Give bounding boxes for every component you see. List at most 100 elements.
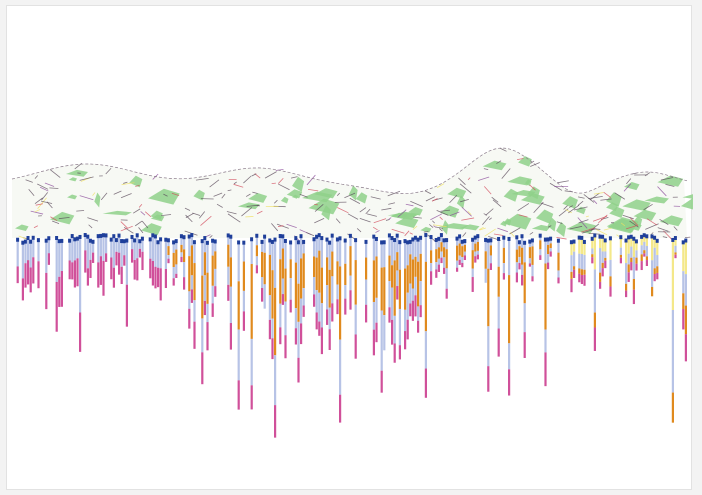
- borehole-layer-clay: [414, 238, 417, 257]
- borehole-layer-clay: [344, 241, 347, 264]
- terrain-line: [622, 214, 634, 220]
- terrain-line: [195, 177, 209, 181]
- borehole-layer-sand: [271, 270, 274, 319]
- borehole-layer-gravel: [619, 238, 622, 248]
- borehole-layer-clay: [497, 296, 500, 329]
- borehole-layer-clay: [24, 242, 27, 264]
- borehole-layer-clay: [508, 239, 511, 276]
- borehole-top-marker: [348, 233, 352, 238]
- borehole-layer-bedrock: [331, 303, 334, 322]
- terrain-line: [46, 201, 53, 209]
- borehole-layer-bedrock: [201, 352, 204, 385]
- borehole-top-marker: [590, 236, 594, 241]
- borehole-layer-clay: [411, 240, 414, 260]
- terrain-line: [277, 225, 284, 227]
- borehole-layer-clay: [419, 281, 422, 306]
- borehole-top-marker: [434, 237, 438, 242]
- terrain-line: [458, 177, 466, 186]
- borehole-layer-sand: [523, 262, 526, 304]
- borehole-layer-clay: [474, 238, 477, 244]
- borehole-top-marker: [653, 235, 657, 240]
- terrain-line: [278, 183, 290, 191]
- terrain-line: [433, 225, 437, 228]
- borehole-top-marker: [205, 240, 209, 245]
- borehole-layer-bedrock: [16, 266, 19, 284]
- borehole-layer-clay: [284, 241, 287, 269]
- borehole-top-marker: [260, 239, 264, 244]
- borehole-layer-clay: [437, 239, 440, 248]
- borehole-layer-sand: [175, 249, 178, 265]
- terrain-surface: [11, 147, 693, 246]
- borehole-top-marker: [133, 238, 137, 243]
- borehole-layer-clay: [487, 326, 490, 367]
- borehole-layer-sand: [609, 276, 612, 287]
- borehole-layer-clay: [92, 242, 95, 253]
- borehole-layer-clay: [313, 240, 316, 257]
- borehole-layer-bedrock: [544, 352, 547, 387]
- terrain-line: [391, 228, 405, 234]
- borehole-layer-sand: [463, 244, 466, 252]
- terrain-line: [518, 214, 528, 218]
- borehole-layer-clay: [531, 264, 534, 277]
- borehole-top-marker: [211, 238, 215, 243]
- vegetation-patch: [682, 194, 693, 199]
- terrain-line: [557, 180, 569, 184]
- terrain-line: [344, 192, 356, 199]
- borehole-layer-sand: [547, 244, 550, 255]
- borehole-top-marker: [424, 233, 428, 238]
- terrain-line: [449, 211, 460, 216]
- borehole-layer-bedrock: [261, 288, 264, 302]
- borehole-layer-clay: [268, 241, 271, 255]
- borehole-top-marker: [335, 237, 339, 242]
- terrain-line: [568, 205, 573, 208]
- borehole-layer-bedrock: [583, 274, 586, 286]
- borehole-layer-bedrock: [336, 299, 339, 315]
- terrain-line: [123, 227, 134, 234]
- borehole-layer-clay: [115, 241, 118, 252]
- borehole-layer-clay: [242, 243, 245, 262]
- borehole-top-marker: [190, 233, 194, 238]
- borehole-layer-bedrock: [131, 249, 134, 263]
- terrain-line: [594, 228, 601, 230]
- borehole-layer-bedrock: [86, 268, 89, 286]
- borehole-top-marker: [634, 239, 638, 244]
- terrain-line: [483, 213, 488, 216]
- borehole-layer-sand: [487, 268, 490, 327]
- borehole-layer-clay: [547, 240, 550, 245]
- terrain-line: [467, 210, 472, 215]
- borehole-layer-bedrock: [474, 256, 477, 263]
- borehole-top-marker: [484, 237, 488, 242]
- borehole-top-marker: [395, 233, 399, 238]
- terrain-line: [372, 226, 378, 231]
- terrain-line: [37, 183, 49, 190]
- borehole-layer-bedrock: [521, 274, 524, 286]
- borehole-layer-clay: [396, 270, 399, 287]
- borehole-layer-bedrock: [528, 263, 531, 267]
- borehole-layer-clay: [79, 237, 82, 313]
- borehole-layer-sand: [339, 266, 342, 340]
- borehole-top-marker: [681, 240, 685, 245]
- borehole-top-marker: [29, 239, 33, 244]
- borehole-top-marker: [582, 239, 586, 244]
- borehole-top-marker: [684, 238, 688, 243]
- terrain-line: [49, 187, 59, 189]
- borehole-layer-bedrock: [549, 251, 552, 257]
- borehole-layer-clay: [138, 242, 141, 249]
- borehole-layer-sand: [656, 266, 659, 273]
- terrain-line: [461, 217, 475, 221]
- terrain-line: [199, 211, 206, 219]
- terrain-line: [205, 234, 211, 238]
- borehole-top-marker: [237, 240, 241, 245]
- borehole-layer-clay: [76, 239, 79, 259]
- borehole-layer-bedrock: [547, 262, 550, 270]
- borehole-layer-bedrock: [92, 252, 95, 263]
- terrain-line: [34, 175, 39, 179]
- borehole-layer-sand: [320, 267, 323, 304]
- terrain-line: [516, 158, 524, 161]
- borehole-layer-bedrock: [136, 258, 139, 281]
- borehole-top-marker: [213, 239, 217, 244]
- terrain-line: [264, 171, 277, 179]
- borehole-top-marker: [458, 234, 462, 239]
- borehole-layer-sand: [625, 283, 628, 291]
- borehole-layer-clay: [141, 239, 144, 252]
